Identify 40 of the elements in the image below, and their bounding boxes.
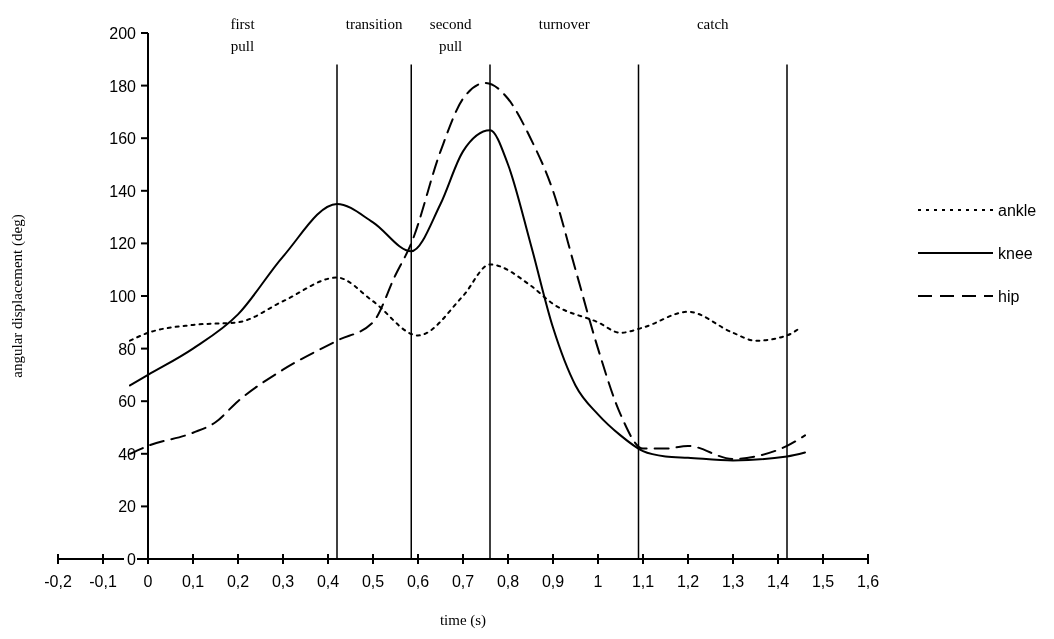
legend-label: hip — [998, 288, 1020, 305]
x-tick-label: 0 — [143, 573, 153, 590]
text: catch — [696, 16, 730, 32]
x-tick-label: 0,6 — [406, 573, 430, 590]
x-tick-label: 0,4 — [316, 573, 340, 590]
y-tick-label: 160 — [109, 130, 137, 148]
x-tick-label: 0,7 — [451, 573, 475, 590]
x-tick-label: 0,8 — [496, 573, 520, 590]
y-tick-label: 40 — [118, 445, 137, 463]
y-tick-label: 100 — [109, 288, 137, 305]
x-tick-label: 0,1 — [181, 573, 205, 590]
y-tick-label: 200 — [109, 25, 137, 42]
x-tick-label: 0,5 — [361, 573, 385, 590]
annotation: second pull — [429, 16, 472, 54]
text: turnover — [538, 16, 590, 32]
legend-label: ankle — [998, 202, 1037, 219]
x-tick-label: 1,5 — [811, 573, 835, 590]
x-axis-title: time (s) — [439, 612, 487, 629]
y-tick-label: 80 — [118, 340, 137, 358]
text: transition — [345, 16, 403, 32]
y-tick-label: 0 — [127, 551, 137, 568]
x-tick-label: 1,6 — [856, 573, 880, 590]
y-tick-label: 140 — [109, 182, 137, 200]
x-tick-label: 0,2 — [226, 573, 250, 590]
y-tick-label: 20 — [118, 498, 137, 516]
y-axis-title: angular displacement (deg) — [9, 214, 26, 378]
x-tick-label: 1 — [593, 573, 603, 590]
legend-label: knee — [998, 245, 1033, 262]
y-tick-label: 120 — [109, 235, 137, 253]
x-tick-label: 1,1 — [631, 573, 655, 590]
annotation: first pull — [230, 16, 256, 54]
x-tick-label: 0,3 — [271, 573, 295, 590]
x-tick-label: -0,1 — [89, 573, 117, 590]
x-tick-label: 1,3 — [721, 573, 745, 590]
x-tick-label: 1,4 — [766, 573, 790, 590]
y-tick-label: 180 — [109, 77, 137, 95]
x-tick-label: 1,2 — [676, 573, 700, 590]
x-tick-label: 0,9 — [541, 573, 565, 590]
y-tick-label: 60 — [118, 393, 137, 411]
x-tick-label: -0,2 — [44, 573, 72, 590]
